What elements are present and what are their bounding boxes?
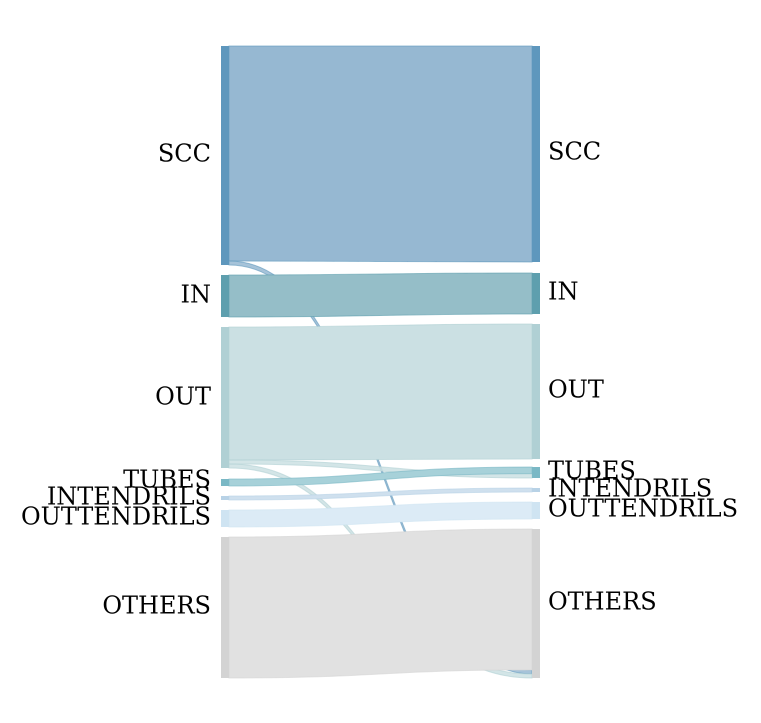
sankey-links xyxy=(228,45,533,679)
left-label-out: OUT xyxy=(155,383,211,411)
right-node-out xyxy=(532,324,540,459)
link-others-to-others xyxy=(228,528,533,679)
left-label-intendrils: INTENDRILS xyxy=(47,483,211,511)
left-node-others xyxy=(221,537,229,678)
left-label-tubes: TUBES xyxy=(123,466,211,494)
right-node-scc xyxy=(532,46,540,262)
right-label-others: OTHERS xyxy=(548,588,657,616)
link-out-to-out xyxy=(228,323,533,461)
link-scc-to-scc xyxy=(228,45,533,263)
link-intendrils-to-intendrils xyxy=(228,487,533,501)
right-node-in xyxy=(532,273,540,314)
left-label-others: OTHERS xyxy=(102,592,211,620)
left-node-tubes xyxy=(221,479,229,486)
right-node-others xyxy=(532,529,540,678)
right-label-in: IN xyxy=(548,278,578,306)
left-label-outtendrils: OUTTENDRILS xyxy=(21,503,211,531)
left-label-in: IN xyxy=(181,281,211,309)
link-outtendrils-to-outtendrils xyxy=(228,501,533,528)
right-node-intendrils xyxy=(532,488,540,492)
left-node-scc xyxy=(221,46,229,265)
right-label-intendrils: INTENDRILS xyxy=(548,475,712,503)
right-node-outtendrils xyxy=(532,502,540,519)
right-node-tubes xyxy=(532,467,540,478)
right-label-tubes: TUBES xyxy=(548,457,636,485)
right-label-scc: SCC xyxy=(548,138,601,166)
sankey-labels: SCCINOUTTUBESINTENDRILSOUTTENDRILSOTHERS… xyxy=(21,138,738,620)
link-in-to-in xyxy=(228,272,533,318)
left-node-in xyxy=(221,275,229,317)
left-node-intendrils xyxy=(221,496,229,500)
left-node-out xyxy=(221,327,229,468)
right-label-out: OUT xyxy=(548,376,604,404)
sankey-nodes xyxy=(221,46,540,678)
left-node-outtendrils xyxy=(221,510,229,527)
left-label-scc: SCC xyxy=(158,140,211,168)
right-label-outtendrils: OUTTENDRILS xyxy=(548,495,738,523)
